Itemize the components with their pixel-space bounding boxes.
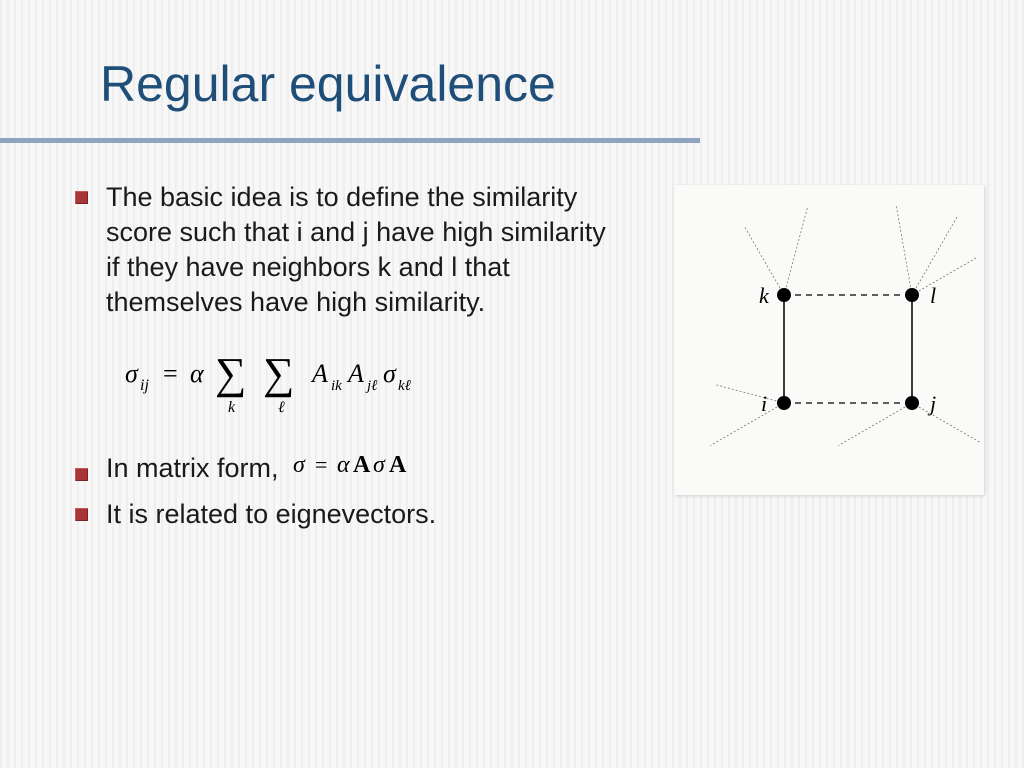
svg-text:α: α: [337, 452, 350, 478]
bullet-3-text: It is related to eignevectors.: [106, 497, 436, 532]
bullet-2-text: In matrix form,: [106, 451, 279, 486]
svg-text:α: α: [190, 359, 205, 388]
svg-text:ik: ik: [331, 378, 342, 394]
svg-text:A: A: [346, 359, 364, 388]
svg-text:ℓ: ℓ: [278, 399, 285, 416]
svg-text:A: A: [310, 359, 328, 388]
bullet-marker-icon: [75, 468, 88, 481]
bullet-marker-icon: [75, 508, 88, 521]
svg-text:i: i: [761, 391, 767, 416]
content-area: The basic idea is to define the similari…: [75, 180, 615, 542]
svg-text:kℓ: kℓ: [398, 378, 411, 394]
bullet-marker-icon: [75, 191, 88, 204]
formula-sigma-sum: σ ij = α ∑ k ∑ ℓ A ik A jℓ σ kℓ: [115, 340, 615, 425]
bullet-1: The basic idea is to define the similari…: [75, 180, 615, 320]
svg-text:=: =: [163, 359, 178, 388]
svg-text:A: A: [389, 452, 407, 478]
svg-text:l: l: [930, 283, 936, 308]
bullet-3: It is related to eignevectors.: [75, 497, 615, 532]
svg-text:k: k: [759, 283, 770, 308]
graph-diagram: k l i j: [674, 185, 984, 495]
slide-title: Regular equivalence: [100, 55, 556, 113]
svg-text:∑: ∑: [215, 349, 246, 398]
svg-text:σ: σ: [125, 359, 139, 388]
bullet-1-text: The basic idea is to define the similari…: [106, 180, 615, 320]
svg-text:ij: ij: [140, 377, 149, 394]
svg-text:A: A: [353, 452, 371, 478]
formula-matrix: σ = α A σ A: [289, 450, 439, 487]
svg-text:=: =: [315, 452, 327, 477]
svg-text:jℓ: jℓ: [365, 378, 377, 394]
bullet-2: In matrix form, σ = α A σ A: [75, 450, 615, 487]
svg-text:σ: σ: [373, 452, 386, 478]
svg-text:∑: ∑: [263, 349, 294, 398]
svg-text:k: k: [228, 399, 236, 416]
title-underline: [0, 138, 700, 143]
svg-text:σ: σ: [293, 452, 306, 478]
svg-text:j: j: [927, 391, 936, 416]
svg-text:σ: σ: [383, 359, 397, 388]
